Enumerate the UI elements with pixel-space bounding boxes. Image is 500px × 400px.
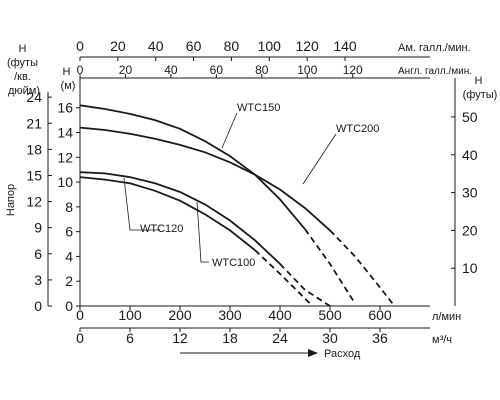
top_primary-tick-label: 20 <box>110 38 126 54</box>
head-axis-title: Напор <box>5 184 17 216</box>
wtc200-curve-solid <box>79 126 331 232</box>
left_outer-tick-label: 9 <box>34 220 42 236</box>
curve-labels: WTC150 WTC200 WTC120 WTC100 <box>123 102 379 269</box>
bottom_secondary-tick-label: 24 <box>272 330 288 346</box>
axis-lines <box>47 56 456 329</box>
top-primary-ticks: 0 20 40 60 80 100 120 140 <box>76 38 357 61</box>
bottom_secondary-tick-label: 6 <box>126 330 134 346</box>
top_primary-tick-label: 40 <box>148 38 164 54</box>
left-inner-ticks: 0 2 4 6 8 10 12 14 16 <box>57 100 80 314</box>
top_secondary-tick-label: 60 <box>210 63 224 77</box>
wtc100-curve-solid <box>79 176 256 251</box>
bottom_secondary-tick-label: 12 <box>172 330 188 346</box>
left_outer-tick-label: 24 <box>26 89 42 105</box>
bottom_primary-tick-label: 0 <box>76 307 84 323</box>
bottom_primary-tick-label: 100 <box>118 307 142 323</box>
bottom_primary-tick-label: 200 <box>168 307 192 323</box>
left_inner-tick-label: 0 <box>65 298 73 314</box>
left_outer-tick-label: 3 <box>34 272 42 288</box>
left_inner-tick-label: 12 <box>57 149 73 165</box>
left_outer-tick-label: 12 <box>26 194 42 210</box>
top_secondary-tick-label: 100 <box>297 63 317 77</box>
bottom_secondary-tick-label: 0 <box>76 330 84 346</box>
wtc120-curve-solid <box>79 171 281 265</box>
left_outer-tick-label: 18 <box>26 141 42 157</box>
wtc100-label: WTC100 <box>212 257 255 269</box>
wtc120-curve-dashed <box>279 263 331 307</box>
left_inner-tick-label: 6 <box>65 224 73 240</box>
top_primary-tick-label: 0 <box>76 38 84 54</box>
bottom_primary-tick-label: 300 <box>218 307 242 323</box>
wtc200-leader <box>302 133 337 185</box>
left-inner-axis-label: Н (м) <box>61 66 76 92</box>
wtc200-label: WTC200 <box>336 123 379 135</box>
left_outer-tick-label: 21 <box>26 115 42 131</box>
wtc150-label: WTC150 <box>237 102 280 114</box>
flow-axis-title: Расход <box>324 348 361 360</box>
right-tick-label: 20 <box>462 222 478 238</box>
left_inner-tick-label: 10 <box>57 174 73 190</box>
left_outer-tick-label: 0 <box>34 298 42 314</box>
left_outer-tick-label: 15 <box>26 167 42 183</box>
bottom_primary-tick-label: 400 <box>268 307 292 323</box>
left_inner-tick-label: 2 <box>65 273 73 289</box>
left_inner-tick-label: 16 <box>57 100 73 116</box>
right-axis-label: Н (футы) <box>463 75 498 101</box>
top-primary-axis-label: Ам. галл./мин. <box>398 42 471 54</box>
bottom-secondary-ticks: 0 6 12 18 24 30 36 <box>76 328 388 346</box>
bottom_primary-tick-label: 500 <box>318 307 342 323</box>
right-tick-label: 40 <box>462 147 478 163</box>
bottom-secondary-axis-label: м³/ч <box>432 334 452 346</box>
right-ticks: 10 20 30 40 50 <box>451 109 478 276</box>
left_outer-tick-label: 6 <box>34 246 42 262</box>
top_primary-tick-label: 80 <box>224 38 240 54</box>
wtc100-leader <box>196 201 209 263</box>
top-secondary-axis-label: Англ. галл./мин. <box>398 66 472 77</box>
left-outer-ticks: 0 3 6 9 12 15 18 21 24 <box>26 89 52 314</box>
right-tick-label: 30 <box>462 185 478 201</box>
bottom_secondary-tick-label: 30 <box>322 330 338 346</box>
top_secondary-tick-label: 120 <box>343 63 363 77</box>
wtc100-curve-dashed <box>254 249 314 307</box>
left_inner-tick-label: 4 <box>65 248 73 264</box>
wtc150-curve-dashed <box>304 228 356 304</box>
top_secondary-tick-label: 40 <box>164 63 178 77</box>
bottom_primary-tick-label: 600 <box>368 307 392 323</box>
left_inner-tick-label: 8 <box>65 199 73 215</box>
top_secondary-tick-label: 0 <box>77 63 84 77</box>
right-tick-label: 50 <box>462 109 478 125</box>
flow-arrow <box>180 349 318 357</box>
left_inner-tick-label: 14 <box>57 125 73 141</box>
wtc120-label: WTC120 <box>140 223 183 235</box>
top_primary-tick-label: 100 <box>258 38 282 54</box>
wtc200-curve-dashed <box>329 229 394 305</box>
bottom-primary-ticks: 0 100 200 300 400 500 600 <box>76 306 392 323</box>
right-tick-label: 10 <box>462 260 478 276</box>
wtc150-leader <box>221 112 238 149</box>
top_secondary-tick-label: 20 <box>119 63 133 77</box>
pump-curves <box>79 104 394 307</box>
top_primary-tick-label: 60 <box>186 38 202 54</box>
top_secondary-tick-label: 80 <box>255 63 269 77</box>
wtc150-curve-solid <box>79 104 306 230</box>
bottom_secondary-tick-label: 36 <box>372 330 388 346</box>
bottom_secondary-tick-label: 18 <box>222 330 238 346</box>
top-secondary-ticks: 0 20 40 60 80 100 120 <box>77 63 363 78</box>
left-outer-axis-label: Н (футы /кв. дюйм) <box>7 43 41 97</box>
bottom-primary-axis-label: л/мин <box>432 311 461 323</box>
top_primary-tick-label: 140 <box>333 38 357 54</box>
wtc120-leader <box>123 177 160 231</box>
top_primary-tick-label: 120 <box>295 38 319 54</box>
